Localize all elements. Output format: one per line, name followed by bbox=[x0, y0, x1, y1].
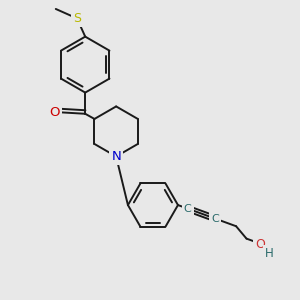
Text: H: H bbox=[265, 247, 274, 260]
Text: O: O bbox=[256, 238, 265, 251]
Text: S: S bbox=[73, 12, 81, 25]
Text: C: C bbox=[212, 214, 219, 224]
Text: O: O bbox=[49, 106, 60, 119]
Text: N: N bbox=[111, 150, 121, 163]
Text: C: C bbox=[184, 204, 191, 214]
